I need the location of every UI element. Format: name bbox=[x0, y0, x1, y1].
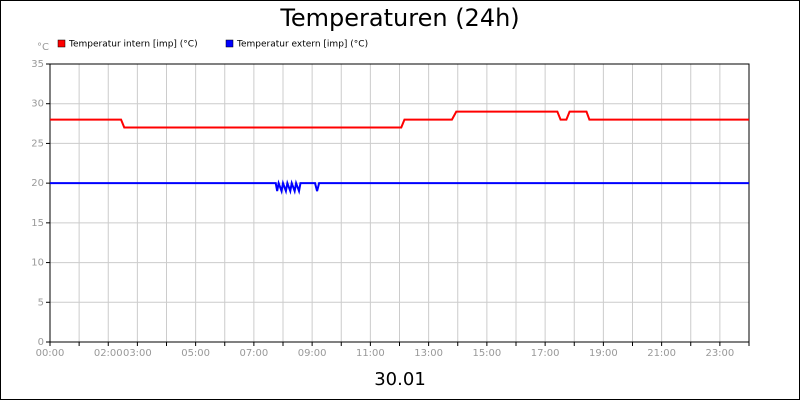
x-tick-label: 00:00 bbox=[36, 348, 65, 359]
x-tick-label: 23:00 bbox=[705, 348, 734, 359]
y-axis-title: °C bbox=[37, 42, 49, 53]
x-axis-title: 30.01 bbox=[374, 369, 426, 390]
y-tick-label: 20 bbox=[31, 178, 44, 189]
x-tick-label: 02:00 bbox=[94, 348, 123, 359]
series-line bbox=[50, 179, 749, 195]
series-line bbox=[50, 110, 749, 129]
x-tick-label: 09:00 bbox=[298, 348, 327, 359]
x-tick-label: 19:00 bbox=[589, 348, 618, 359]
y-tick-label: 10 bbox=[31, 258, 44, 269]
plot-border bbox=[49, 63, 750, 343]
y-tick-label: 30 bbox=[31, 99, 44, 110]
x-tick-label: 03:00 bbox=[123, 348, 152, 359]
x-tick-label: 15:00 bbox=[472, 348, 501, 359]
x-tick-label: 07:00 bbox=[239, 348, 268, 359]
legend-label: Temperatur extern [imp] (°C) bbox=[236, 40, 368, 50]
chart-title: Temperaturen (24h) bbox=[279, 4, 519, 32]
y-tick-label: 0 bbox=[38, 337, 44, 348]
y-tick-label: 5 bbox=[38, 297, 44, 308]
legend-label: Temperatur intern [imp] (°C) bbox=[68, 40, 198, 50]
x-tick-label: 13:00 bbox=[414, 348, 443, 359]
x-tick-label: 11:00 bbox=[356, 348, 385, 359]
y-tick-label: 25 bbox=[31, 138, 44, 149]
legend-swatch bbox=[225, 39, 234, 48]
legend-swatch bbox=[57, 39, 66, 48]
y-tick-label: 15 bbox=[31, 218, 44, 229]
x-tick-label: 17:00 bbox=[531, 348, 560, 359]
x-tick-label: 05:00 bbox=[181, 348, 210, 359]
x-tick-label: 21:00 bbox=[647, 348, 676, 359]
y-tick-label: 35 bbox=[31, 59, 44, 70]
